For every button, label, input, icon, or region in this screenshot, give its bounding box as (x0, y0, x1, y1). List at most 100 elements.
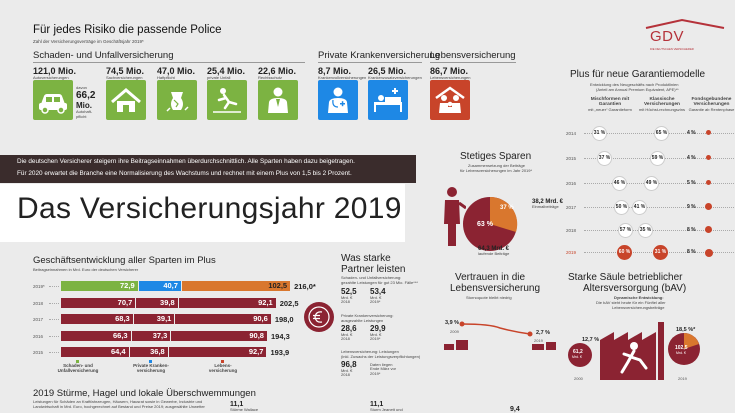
contract-kranken-zusatz-value: 26,5 Mio. (368, 66, 407, 76)
bav-y1: 2000 (574, 376, 583, 381)
garantie-fonds-small-dots (705, 130, 712, 240)
bav-sub1: Dynamische Entwicklung: (614, 295, 664, 300)
garantie-row-c: 5 % (687, 180, 696, 186)
info-banner: Die deutschen Versicherer steigern ihre … (0, 155, 416, 183)
garantie-row-a: 50 % (614, 200, 629, 215)
partner-g3-b: Daten liegen Ende März vor 2019* (370, 362, 397, 376)
partner-g3-a-year: 2018 (341, 372, 350, 378)
sparen-einmal-val: 38,2 Mrd. € (532, 199, 564, 205)
contract-kranken-voll: 8,7 Mio. Krankenvollversicherungen (318, 66, 366, 80)
bav-v2-unit: Mrd. € (676, 351, 686, 355)
contract-kranken-voll-label: Krankenvollversicherungen (318, 75, 367, 80)
garantie-row-year: 2018 (566, 228, 577, 233)
bar-segment: 36,8 (129, 347, 168, 357)
contract-auto: 121,0 Mio. Autoversicherungen (33, 66, 76, 80)
vertrauen-sub: Stornoquote bleibt niedrig (466, 295, 512, 300)
garantie-row-b: 59 % (650, 151, 665, 166)
partner-g1-a-unit: Mrd. € (341, 295, 353, 300)
section-schaden-rule (33, 62, 305, 63)
partner-g2-a-val: 28,6 (341, 324, 357, 333)
contract-unfall-label: private Unfall (207, 75, 231, 80)
fonds-dot (705, 226, 712, 233)
contract-sach: 74,5 Mio. Sachversicherungen (106, 66, 144, 80)
bar-year-label: 2015 (33, 350, 44, 355)
auto-detail-prefix: davon (76, 85, 87, 90)
partner-g2-sub: ausgezahlte Leistungen (341, 318, 384, 323)
fonds-dot (706, 155, 711, 160)
stuerme-v2-label: Sturm Jeanett und (370, 407, 403, 412)
contract-haftpflicht-value: 47,0 Mio. (157, 66, 196, 76)
bav-sub3: Lebensversicherungsbeiträge (612, 305, 665, 310)
contract-leben-label: Lebensversicherungen (430, 75, 471, 80)
partner-g2-b-year: 2019* (370, 336, 381, 342)
bav-circle-2000: 61,2 Mrd. € (568, 343, 592, 367)
bar-segment: 68,3 (61, 314, 133, 324)
bar-year-label: 2016 (33, 333, 44, 339)
auto-detail-unit: Mio. (76, 101, 92, 111)
bar-row-guide (49, 319, 59, 320)
contract-sach-label: Sachversicherungen (106, 75, 143, 80)
sparen-einmal-label: Einmalbeiträge (532, 204, 559, 209)
garantie-row-a: 46 % (612, 176, 627, 191)
bav-title1: Starke Säule betrieblicher (568, 272, 683, 283)
bar-year-label: 2017 (33, 317, 44, 322)
presenter-icon (444, 187, 467, 246)
sparen-laufend-label: laufende Beiträge (478, 251, 510, 256)
garantie-row-c: 8 % (687, 249, 696, 255)
garantie-row-a: 37 % (597, 151, 612, 166)
vertrauen-y-end: 2019 (534, 338, 543, 343)
sparen-title: Stetiges Sparen (460, 151, 532, 162)
garantie-row-a: 60 % (617, 245, 632, 260)
partner-g3-b-year: 2019* (370, 370, 381, 376)
car-icon (39, 94, 67, 114)
bar-segment: 92,1 (178, 297, 276, 308)
auto-tile (33, 80, 73, 120)
garantie-subtitle2: (Anteil am Annual Premium Equivalent, AP… (596, 87, 679, 92)
stuerme-title: 2019 Stürme, Hagel und lokale Überschwem… (33, 388, 256, 399)
bar-row-guide (49, 302, 59, 304)
euro-circle (304, 302, 334, 332)
garantie-row: 2017 50 % 41 % 9 % (566, 200, 735, 215)
bav-p1: 12,7 % (582, 337, 600, 343)
legend-schaden-label: Schaden- und Unfallversicherung (57, 363, 99, 373)
garantie-row-c: 8 % (687, 227, 696, 233)
legend-leben-label: Lebens-versicherung (208, 363, 238, 373)
legend-kranken-label: Private Kranken-versicherung (133, 363, 169, 373)
broken-vase-icon (166, 92, 189, 112)
geschaeft-title: Geschäftsentwicklung aller Sparten im Pl… (33, 255, 216, 266)
gdv-logo-tagline: DIE DEUTSCHEN VERSICHERER (650, 47, 694, 51)
contract-unfall: 25,4 Mio. private Unfall (207, 66, 245, 80)
partner-g2-a: 28,6 Mrd. € 2018 (341, 324, 357, 342)
bar-total-label: 202,5 (279, 298, 299, 308)
hospital-bed-icon (374, 88, 402, 112)
contract-auto-label: Autoversicherungen (33, 75, 69, 80)
sparen-laufend-val: 64,3 Mrd. € (478, 246, 510, 252)
bar-segment: 92,7 (168, 347, 267, 357)
unfall-tile (207, 80, 247, 120)
legend-kranken: Private Kranken-versicherung (123, 360, 179, 374)
garantie-row-a: 57 % (618, 223, 633, 238)
garantie-row-c: 4 % (687, 155, 696, 161)
partner-g3-note2: Ende März vor (370, 366, 397, 372)
auto-detail: davon 66,2 Mio. Autohaft- pflicht (76, 85, 104, 119)
bar-segment: 39,1 (133, 314, 175, 324)
bav-p2: 18,5 %* (676, 327, 696, 333)
garantie-row-year: 2017 (566, 205, 577, 210)
lawyer-icon (268, 87, 288, 113)
banner-line2: Für 2020 erwartet die Branche eine Norma… (17, 170, 352, 177)
sparen-laufend: 64,3 Mrd. € laufende Beiträge (478, 246, 509, 256)
garantie-row-b: 31 % (653, 245, 668, 260)
garantie-row-c: 9 % (687, 204, 696, 210)
contract-leben-value: 86,7 Mio. (430, 66, 469, 76)
bar-total-label: 216,0* (294, 282, 316, 291)
storno-line-chart (444, 321, 556, 350)
sparen-small-pct: 37 % (500, 205, 514, 211)
section-schaden-title: Schaden- und Unfallversicherung (33, 50, 174, 61)
garantie-row-year: 2016 (566, 181, 577, 186)
bar-segment: 90,8 (171, 330, 267, 341)
contract-haftpflicht-label: Haftpflicht (157, 75, 175, 80)
rechtsschutz-tile (258, 80, 298, 120)
partner-g1-title: Schaden- und Unfallversicherung: (341, 275, 402, 280)
partner-g1-a-val: 52,5 (341, 287, 357, 296)
bar-year-label: 2018 (33, 300, 44, 306)
